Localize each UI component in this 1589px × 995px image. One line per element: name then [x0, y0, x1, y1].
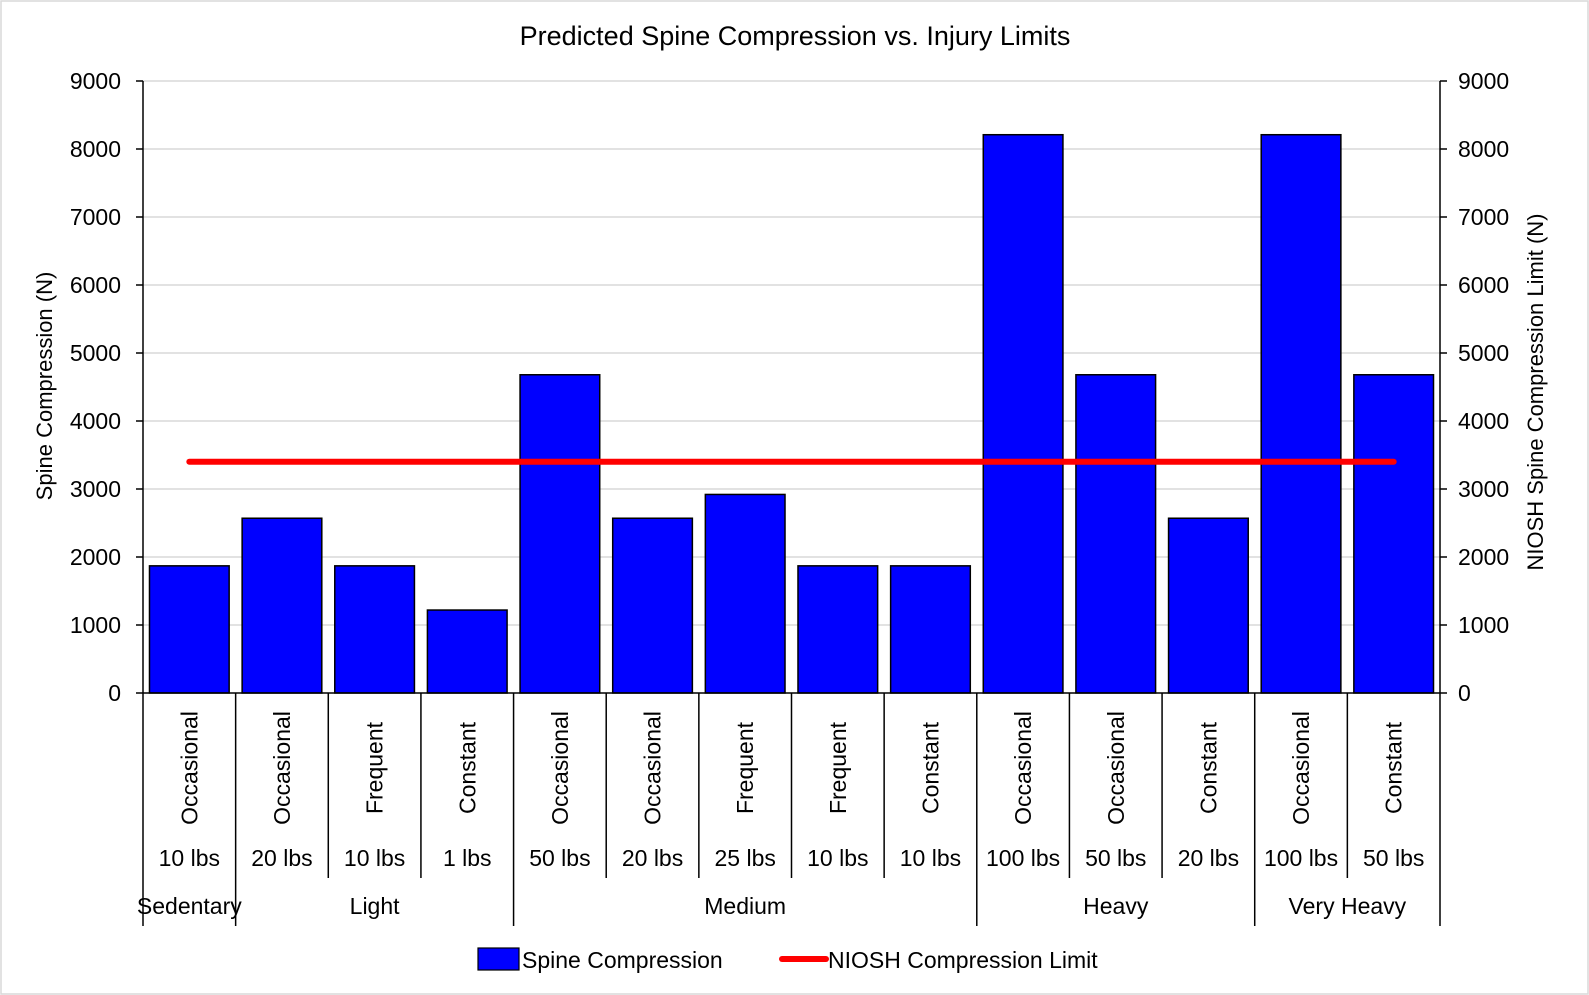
y2-tick-label: 5000 [1458, 340, 1509, 366]
axes [136, 80, 1447, 926]
y-tick-label: 4000 [70, 408, 121, 434]
y-tick-label: 0 [108, 680, 121, 706]
group-label: Very Heavy [1289, 893, 1407, 919]
group-label: Light [350, 893, 400, 919]
y-tick-label: 1000 [70, 612, 121, 638]
category-load-label: 50 lbs [529, 845, 590, 871]
gridlines [143, 80, 1440, 626]
category-frequency-label: Constant [454, 721, 480, 814]
y-tick-label: 8000 [70, 136, 121, 162]
y2-axis-label: NIOSH Spine Compression Limit (N) [1523, 214, 1548, 571]
category-frequency-label: Frequent [825, 721, 851, 814]
group-label: Medium [704, 893, 786, 919]
group-label: Heavy [1083, 893, 1149, 919]
legend-label-spine-compression: Spine Compression [522, 947, 723, 973]
category-load-label: 50 lbs [1363, 845, 1424, 871]
y2-tick-label: 9000 [1458, 68, 1509, 94]
category-frequency-label: Constant [1195, 721, 1221, 814]
category-frequency-label: Frequent [732, 721, 758, 814]
bar [982, 133, 1064, 694]
bar [611, 517, 694, 694]
y-tick-label: 2000 [70, 544, 121, 570]
category-frequency-label: Occasional [1103, 711, 1129, 825]
category-frequency-label: Occasional [640, 711, 666, 825]
category-frequency-label: Constant [917, 721, 943, 814]
category-load-label: 10 lbs [159, 845, 220, 871]
y2-tick-label: 8000 [1458, 136, 1509, 162]
y2-tick-label: 0 [1458, 680, 1471, 706]
bar [1353, 374, 1435, 694]
category-load-label: 100 lbs [986, 845, 1060, 871]
bar [797, 565, 879, 694]
y2-tick-label: 7000 [1458, 204, 1509, 230]
bars [148, 133, 1435, 694]
bar [148, 565, 230, 694]
chart-title: Predicted Spine Compression vs. Injury L… [520, 21, 1071, 51]
y-tick-label: 6000 [70, 272, 121, 298]
category-frequency-label: Constant [1381, 721, 1407, 814]
category-frequency-label: Frequent [362, 721, 388, 814]
legend-label-niosh-limit: NIOSH Compression Limit [828, 947, 1098, 973]
bar [1260, 133, 1342, 694]
y2-tick-label: 3000 [1458, 476, 1509, 502]
category-load-label: 20 lbs [1178, 845, 1239, 871]
y2-tick-label: 6000 [1458, 272, 1509, 298]
y-tick-label: 5000 [70, 340, 121, 366]
category-frequency-label: Occasional [547, 711, 573, 825]
axis-labels: 0 1000 2000 3000 4000 5000 6000 7000 8000 9000 0 10… [70, 68, 1509, 919]
category-load-label: 20 lbs [622, 845, 683, 871]
y2-tick-label: 4000 [1458, 408, 1509, 434]
category-load-label: 1 lbs [443, 845, 492, 871]
category-frequency-label: Occasional [269, 711, 295, 825]
category-load-label: 10 lbs [900, 845, 961, 871]
category-load-label: 25 lbs [714, 845, 775, 871]
category-load-label: 10 lbs [344, 845, 405, 871]
category-frequency-label: Occasional [1288, 711, 1314, 825]
bar [334, 565, 416, 694]
bar [889, 565, 972, 694]
y-tick-label: 9000 [70, 68, 121, 94]
y2-tick-label: 2000 [1458, 544, 1509, 570]
bar [1167, 517, 1249, 694]
y-axis-label: Spine Compression (N) [32, 272, 57, 501]
y-tick-label: 7000 [70, 204, 121, 230]
category-frequency-label: Occasional [1010, 711, 1036, 825]
category-load-label: 20 lbs [251, 845, 312, 871]
bar [1075, 374, 1157, 694]
bar [426, 609, 508, 694]
group-label: Sedentary [137, 893, 242, 919]
bar [704, 493, 786, 694]
category-load-label: 50 lbs [1085, 845, 1146, 871]
legend: Spine Compression NIOSH Compression Limi… [477, 947, 1098, 973]
category-frequency-label: Occasional [176, 711, 202, 825]
bar [519, 374, 601, 694]
y-tick-label: 3000 [70, 476, 121, 502]
y2-tick-label: 1000 [1458, 612, 1509, 638]
bar [241, 517, 323, 694]
category-load-label: 100 lbs [1264, 845, 1338, 871]
legend-swatch-spine-compression [477, 947, 520, 971]
category-load-label: 10 lbs [807, 845, 868, 871]
